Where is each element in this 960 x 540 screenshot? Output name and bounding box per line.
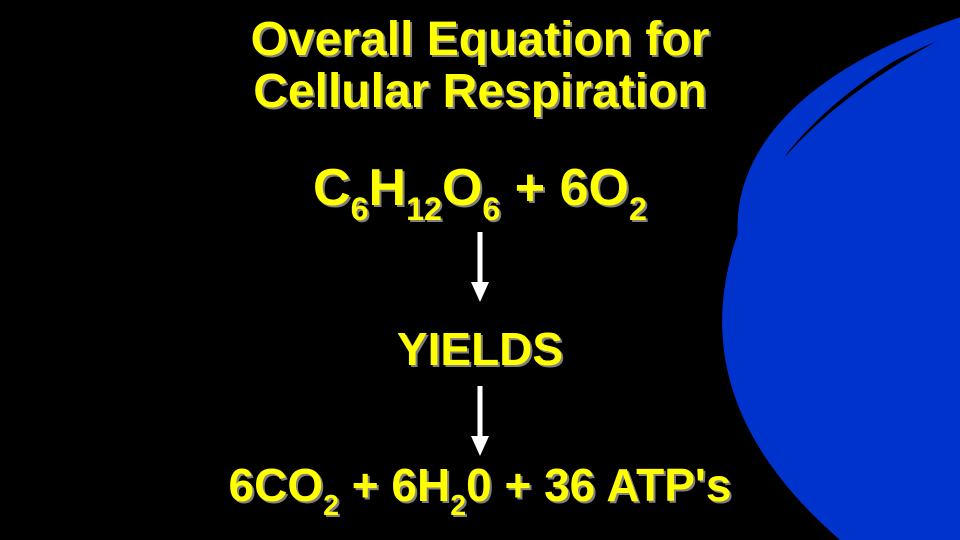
yields-label: YIELDS [0, 322, 960, 376]
title-line-2: Cellular Respiration [253, 65, 706, 118]
arrow-down-1 [469, 230, 491, 302]
arrow-down-2 [469, 384, 491, 456]
slide-title: Overall Equation for Cellular Respiratio… [0, 14, 960, 118]
reactants-formula: C6H12O6 + 6O2 [0, 158, 960, 224]
title-line-1: Overall Equation for [251, 13, 710, 66]
products-formula: 6CO2 + 6H20 + 36 ATP's [0, 458, 960, 519]
